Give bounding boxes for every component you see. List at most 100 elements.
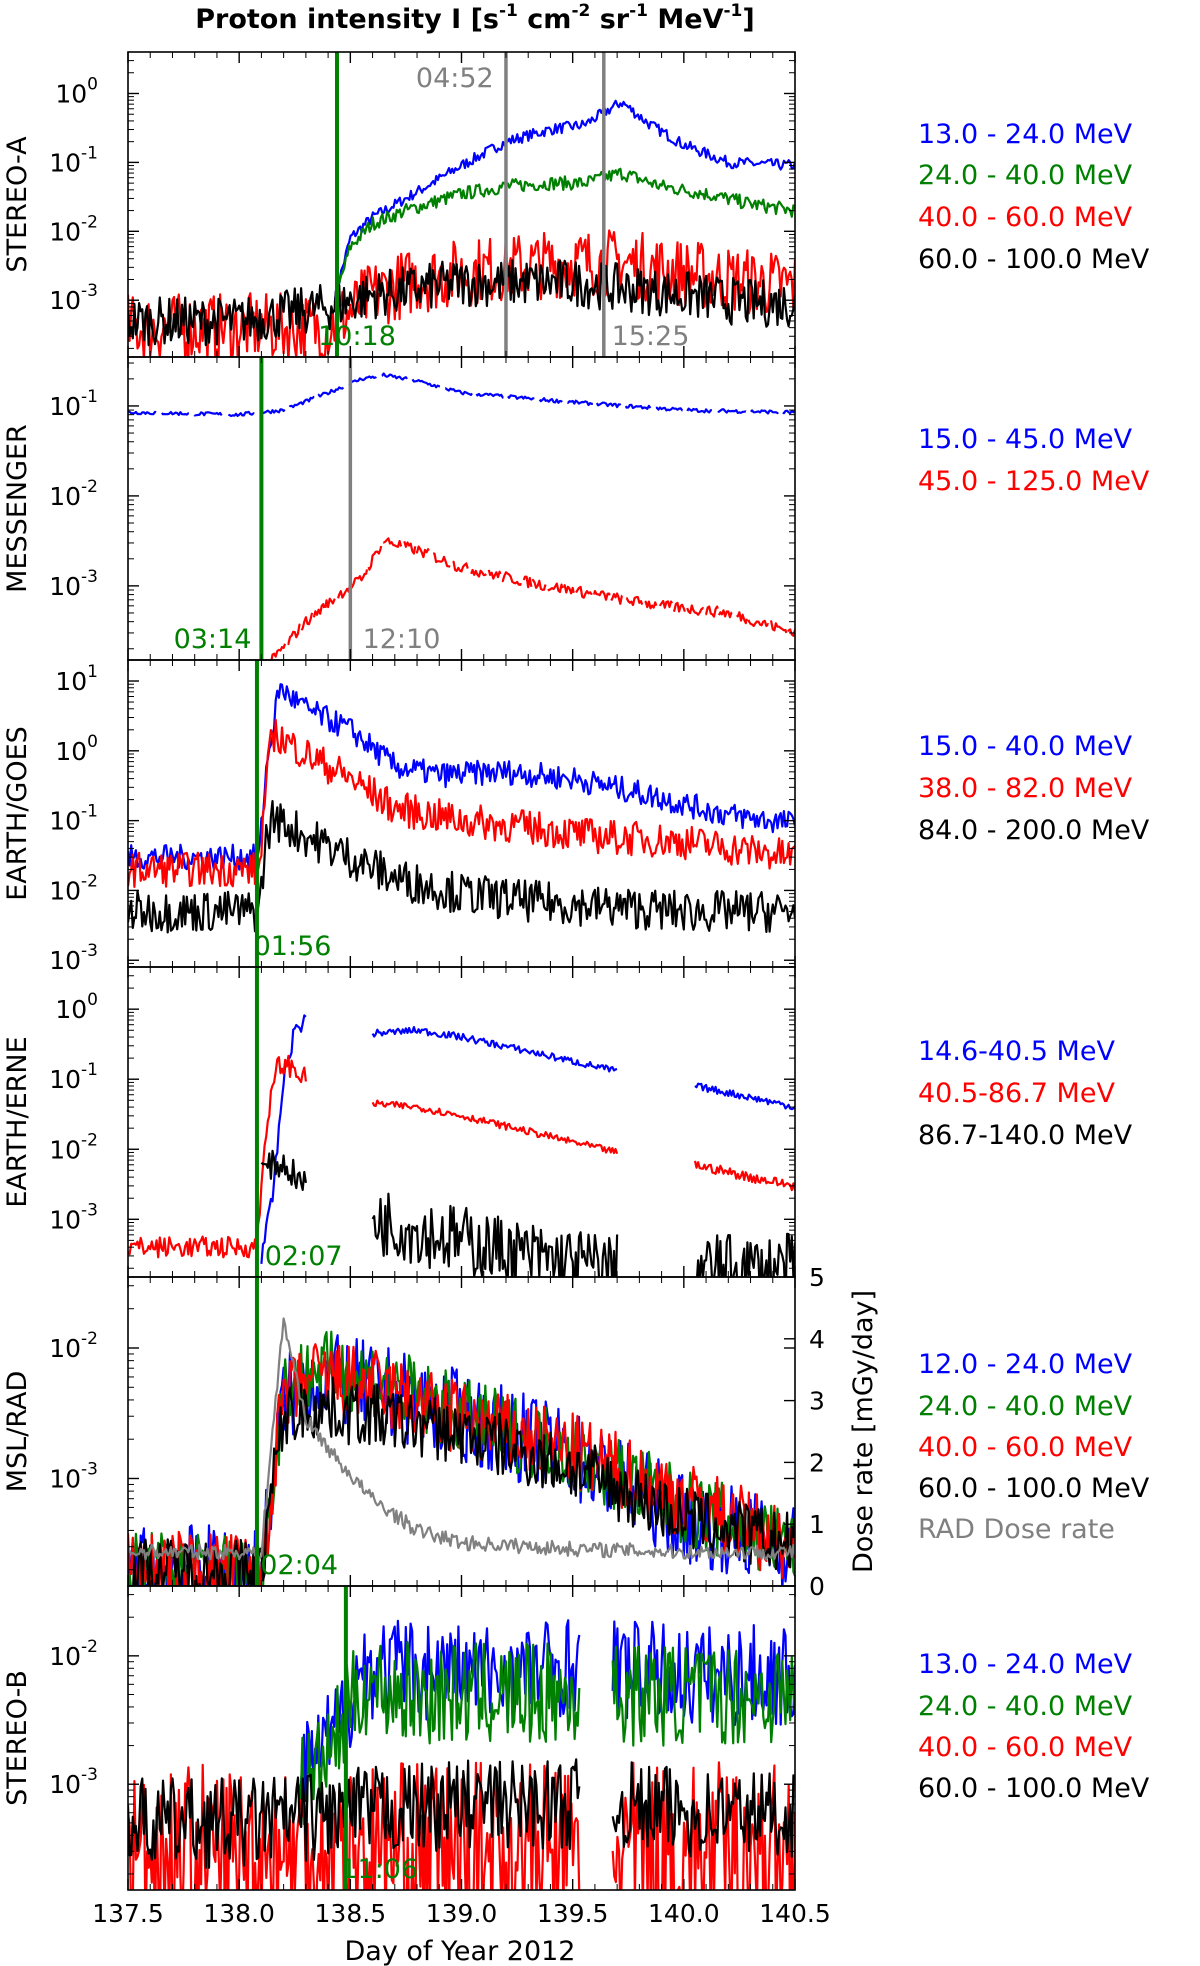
y-tick-exponent: -1: [81, 143, 98, 163]
y-tick-base: 10: [49, 807, 81, 836]
title-part: sr: [590, 4, 629, 35]
series-line: [128, 1343, 795, 1586]
y-tick-exponent: 0: [87, 732, 98, 752]
legend-entry: 84.0 - 200.0 MeV: [918, 815, 1150, 846]
legend-entry: 40.0 - 60.0 MeV: [918, 1732, 1133, 1763]
panels: 10:1804:5215:2510-310-210-1100STEREO-A13…: [2, 51, 1150, 1891]
series-line: [371, 1099, 619, 1155]
y-right-tick-label: 2: [809, 1448, 825, 1477]
y-tick-exponent: 0: [87, 990, 98, 1010]
legend-entry: 38.0 - 82.0 MeV: [918, 773, 1133, 804]
y-tick-exponent: -3: [81, 567, 98, 587]
series-line: [371, 1026, 618, 1073]
y-tick-label: 10-3: [49, 567, 98, 601]
y-tick-label: 10-2: [49, 1329, 98, 1363]
y-tick-label: 10-1: [49, 802, 98, 836]
title-part: cm: [518, 4, 572, 35]
series-line: [128, 259, 795, 347]
panel-y-label: EARTH/ERNE: [2, 1036, 33, 1207]
series-line: [128, 1761, 581, 1890]
y-right-tick-label: 3: [809, 1387, 825, 1416]
y-tick-label: 10-2: [49, 212, 98, 246]
y-tick-base: 10: [49, 286, 81, 315]
y-tick-label: 100: [55, 990, 98, 1024]
plot-area: [128, 1014, 795, 1277]
series-line: [128, 718, 795, 888]
panel-y-label: MESSENGER: [2, 424, 33, 593]
y-tick-label: 10-1: [49, 1060, 98, 1094]
legend-entry: 15.0 - 45.0 MeV: [918, 424, 1133, 455]
legend-entry: 60.0 - 100.0 MeV: [918, 244, 1150, 275]
y-tick-label: 100: [55, 74, 98, 108]
y-right-tick-label: 5: [809, 1263, 825, 1292]
series-line: [128, 1054, 307, 1259]
x-tick-label: 138.5: [315, 1899, 387, 1928]
y-tick-exponent: -2: [81, 477, 98, 497]
title-sup: -1: [499, 1, 518, 21]
panel-y-label: STEREO-A: [2, 136, 33, 273]
legend-entry: 60.0 - 100.0 MeV: [918, 1473, 1150, 1504]
y-tick-exponent: -3: [81, 1200, 98, 1220]
y-tick-base: 10: [49, 876, 81, 905]
series-line: [371, 1192, 619, 1277]
legend-entry: 14.6-40.5 MeV: [918, 1036, 1115, 1067]
x-axis: 137.5 138.0 138.5 139.0 139.5 140.0 140.5: [92, 1899, 831, 1928]
series-line: [333, 99, 795, 304]
y-tick-label: 10-1: [49, 387, 98, 421]
y-tick-exponent: -1: [81, 802, 98, 822]
y-tick-exponent: 0: [87, 74, 98, 94]
y-tick-exponent: -2: [81, 1130, 98, 1150]
y-tick-base: 10: [49, 1334, 81, 1363]
legend-entry: 13.0 - 24.0 MeV: [918, 1649, 1133, 1680]
title-sup: -1: [724, 1, 743, 21]
series-line: [264, 537, 795, 660]
y-tick-base: 10: [49, 1205, 81, 1234]
y-tick-label: 10-3: [49, 1200, 98, 1234]
legend-entry: 15.0 - 40.0 MeV: [918, 731, 1133, 762]
panel-y-label: EARTH/GOES: [2, 726, 33, 901]
legend-entry: 60.0 - 100.0 MeV: [918, 1773, 1150, 1804]
onset-time-label: 01:56: [254, 931, 332, 962]
onset-time-label: 02:04: [260, 1550, 338, 1581]
y-tick-base: 10: [49, 946, 81, 975]
onset-time-label: 15:25: [612, 321, 690, 352]
legend-entry: 45.0 - 125.0 MeV: [918, 466, 1150, 497]
y-tick-base: 10: [55, 79, 87, 108]
series-line: [128, 1758, 581, 1869]
onset-time-label: 11:06: [340, 1854, 418, 1885]
x-tick-label: 139.0: [426, 1899, 498, 1928]
x-tick-label: 140.0: [648, 1899, 720, 1928]
onset-time-label: 10:18: [318, 321, 396, 352]
plot-area: [128, 372, 795, 660]
series-line: [128, 372, 795, 418]
y-tick-label: 10-2: [49, 477, 98, 511]
y-tick-base: 10: [49, 392, 81, 421]
legend-entry: 13.0 - 24.0 MeV: [918, 119, 1133, 150]
title-sup: -1: [629, 1, 648, 21]
y-tick-base: 10: [49, 1464, 81, 1493]
onset-time-label: 03:14: [174, 624, 252, 655]
title-part: ]: [742, 4, 754, 35]
y-tick-base: 10: [49, 572, 81, 601]
onset-time-label: 12:10: [363, 624, 441, 655]
y-tick-label: 10-3: [49, 281, 98, 315]
plot-area: [128, 1619, 795, 1890]
legend-entry: 12.0 - 24.0 MeV: [918, 1349, 1133, 1380]
figure-title: Proton intensity I [s-1 cm-2 sr-1 MeV-1]: [195, 1, 754, 35]
series-line: [611, 1761, 795, 1858]
series-line: [333, 167, 795, 306]
y-tick-label: 10-2: [49, 871, 98, 905]
x-tick-label: 139.5: [537, 1899, 609, 1928]
panel-frame: [127, 356, 796, 661]
series-line: [694, 1082, 795, 1111]
series-line: [128, 229, 795, 357]
y-tick-exponent: -1: [81, 1060, 98, 1080]
legend-entry: 40.0 - 60.0 MeV: [918, 202, 1133, 233]
y-tick-base: 10: [49, 482, 81, 511]
y-tick-base: 10: [49, 148, 81, 177]
